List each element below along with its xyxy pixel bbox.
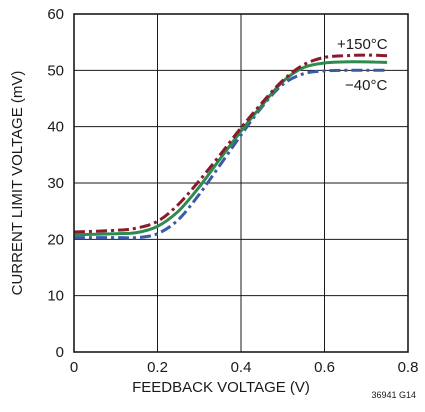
x-tick-label: 0.4 (231, 359, 252, 376)
y-tick-label: 0 (56, 344, 64, 361)
series-line (73, 53, 388, 234)
y-tick-label: 60 (47, 6, 64, 23)
grid-lines (74, 14, 408, 352)
x-tick-label: 0.2 (147, 359, 168, 376)
series-labels: +150°C −40°C (337, 36, 388, 94)
y-tick-label: 20 (47, 231, 64, 248)
series-label-cold: −40°C (345, 77, 387, 94)
figure-code: 36941 G14 (371, 390, 416, 400)
y-tick-label: 50 (47, 62, 64, 79)
series-label-hot: +150°C (337, 36, 388, 53)
y-tick-label: 30 (47, 175, 64, 192)
series-line (73, 60, 388, 237)
tick-labels: 0 0.2 0.4 0.6 0.8 0 10 20 30 40 50 60 (47, 6, 418, 376)
y-axis-label: CURRENT LIMIT VOLTAGE (mV) (9, 71, 26, 296)
y-tick-label: 40 (47, 119, 64, 136)
series-line (74, 68, 388, 240)
x-tick-label: 0 (70, 359, 78, 376)
data-series (73, 53, 388, 240)
x-axis-label: FEEDBACK VOLTAGE (V) (132, 379, 310, 396)
y-tick-label: 10 (47, 288, 64, 305)
x-tick-label: 0.8 (398, 359, 419, 376)
x-tick-label: 0.6 (314, 359, 335, 376)
plot-frame (73, 13, 409, 353)
